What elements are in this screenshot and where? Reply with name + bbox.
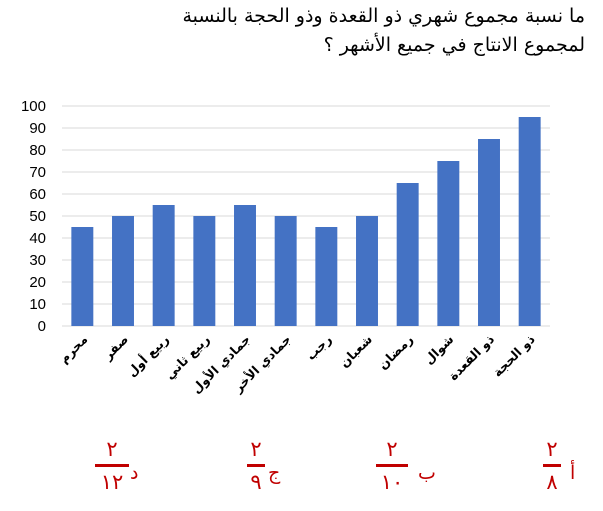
option-d-letter: د [130,462,139,484]
option-d-numerator: ٢ [106,437,118,461]
bar [396,183,419,326]
x-tick-label: رمضان [375,332,416,373]
fraction-bar [247,464,265,467]
bar [193,216,216,326]
option-b-numerator: ٢ [386,437,398,461]
y-tick-label: 70 [29,164,46,181]
x-tick-label: شعبان [336,332,375,371]
option-a[interactable]: أ ٢ ٨ [530,436,590,506]
y-tick-label: 100 [21,98,46,115]
bar [234,205,256,326]
option-c-letter: ج [268,462,281,484]
option-a-fraction: ٢ ٨ [532,436,572,495]
bar [315,227,338,326]
option-d-denominator: ١٢ [100,470,124,494]
x-tick-label: رجب [303,332,334,363]
bar [356,216,378,326]
y-tick-label: 90 [29,120,46,137]
fraction-bar [376,464,408,467]
option-d[interactable]: د ٢ ١٢ [88,436,158,506]
y-tick-label: 40 [29,230,46,247]
question-line-2: لمجموع الانتاج في جميع الأشهر ؟ [323,34,585,56]
bar [274,216,297,326]
option-a-denominator: ٨ [546,470,558,494]
option-a-numerator: ٢ [546,437,558,461]
bar [437,161,460,326]
bar [112,216,134,326]
x-tick-label: شوال [421,332,457,368]
option-c-numerator: ٢ [250,437,262,461]
fraction-bar [543,464,561,467]
option-b-letter: ب [418,462,436,484]
x-tick-label: صفر [99,332,131,364]
y-tick-label: 0 [38,318,46,335]
y-tick-label: 60 [29,186,46,203]
y-tick-label: 20 [29,274,46,291]
option-b-fraction: ٢ ١٠ [372,436,412,495]
fraction-bar [95,464,129,467]
option-a-letter: أ [570,462,576,484]
option-d-fraction: ٢ ١٢ [92,436,132,495]
option-c-denominator: ٩ [250,470,262,494]
bar [478,139,500,326]
bar [71,227,94,326]
y-tick-label: 30 [29,252,46,269]
option-b[interactable]: ب ٢ ١٠ [368,436,448,506]
bar [518,117,541,326]
x-tick-label: محرم [56,332,91,367]
question-line-1: ما نسبة مجموع شهري ذو القعدة وذو الحجة ب… [182,5,585,27]
x-tick-label: ذو الحجة [490,332,538,380]
bar [152,205,175,326]
option-c[interactable]: ج ٢ ٩ [236,436,296,506]
option-b-denominator: ١٠ [380,470,404,494]
option-c-fraction: ٢ ٩ [236,436,276,495]
y-tick-label: 50 [29,208,46,225]
y-tick-label: 10 [29,296,46,313]
question-text: ما نسبة مجموع شهري ذو القعدة وذو الحجة ب… [15,2,585,60]
y-tick-label: 80 [29,142,46,159]
